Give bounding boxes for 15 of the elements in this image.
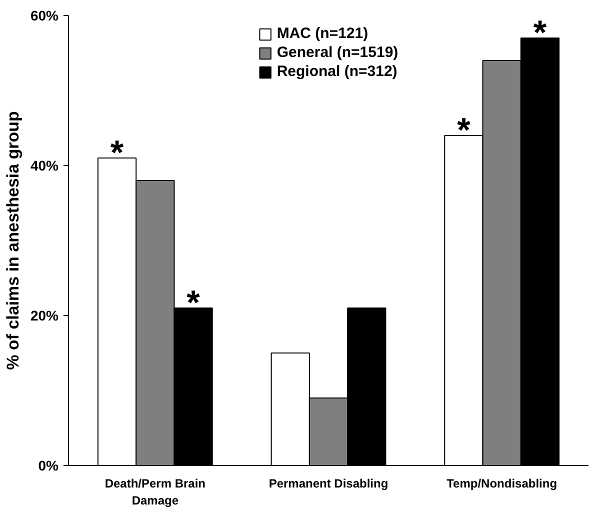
y-axis-title: % of claims in anesthesia group: [3, 111, 22, 370]
y-tick-label: 40%: [30, 158, 60, 174]
legend-label: MAC (n=121): [276, 25, 368, 42]
legend-label: Regional (n=312): [276, 63, 398, 80]
data-label: *: [533, 14, 548, 52]
data-label: *: [186, 284, 201, 322]
legend-label: General (n=1519): [276, 44, 398, 61]
data-label: *: [457, 112, 472, 150]
x-tick-label: Death/Perm Brain Damage: [104, 476, 206, 508]
x-tick-label: Temp/Nondisabling: [446, 476, 558, 490]
x-tick-label: Permanent Disabling: [268, 476, 388, 490]
y-tick-label: 20%: [30, 308, 60, 324]
y-tick-label: 0%: [38, 458, 60, 474]
y-tick-label: 60%: [30, 8, 60, 24]
data-label: *: [110, 134, 124, 172]
